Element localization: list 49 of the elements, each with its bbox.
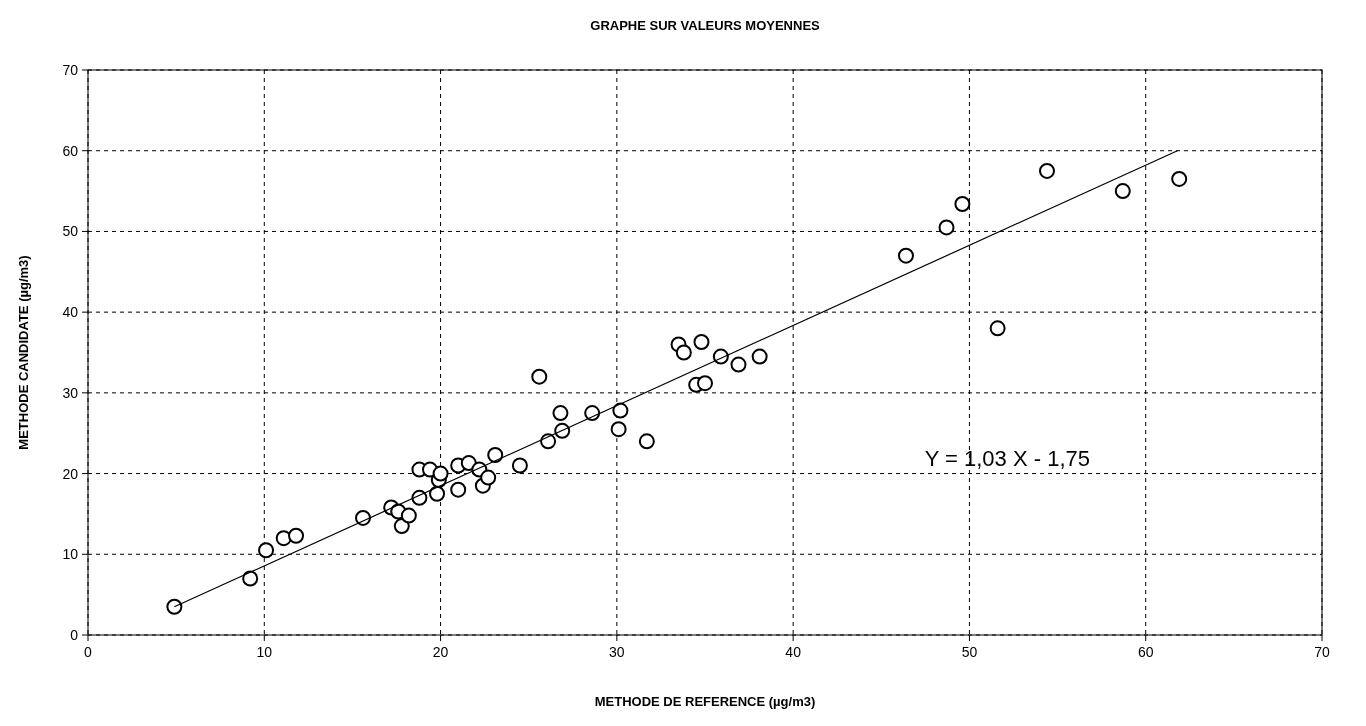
- point: [638, 433, 655, 450]
- y-tick-label: 30: [62, 384, 79, 401]
- point: [552, 405, 569, 422]
- annotation: Y = 1,03 X - 1,75: [924, 445, 1090, 471]
- y-tick-label: 0: [70, 627, 79, 643]
- x-tick-label: 60: [1137, 644, 1154, 660]
- x-tick-label: 10: [256, 644, 273, 660]
- y-tick-label: 60: [62, 142, 79, 159]
- y-tick-label: 50: [62, 223, 79, 240]
- point: [400, 507, 417, 524]
- point: [730, 356, 747, 373]
- point: [697, 375, 713, 392]
- point: [675, 344, 692, 361]
- point: [751, 348, 768, 365]
- chart-title: GRAPHE SUR VALEURS MOYENNES: [590, 18, 821, 33]
- point: [487, 447, 504, 464]
- point: [897, 247, 914, 264]
- point: [429, 485, 446, 502]
- point: [531, 368, 548, 385]
- point: [242, 570, 259, 587]
- x-tick-label: 30: [609, 644, 625, 660]
- y-tick-label: 40: [62, 304, 79, 321]
- point: [288, 527, 305, 544]
- x-tick-label: 0: [84, 644, 93, 660]
- point: [480, 469, 497, 486]
- point: [432, 465, 449, 482]
- point: [511, 457, 528, 474]
- point: [166, 598, 183, 615]
- point: [693, 334, 710, 351]
- y-axis-title: METHODE CANDIDATE (µg/m3): [16, 255, 31, 450]
- point: [954, 195, 971, 212]
- point: [989, 320, 1006, 337]
- point: [393, 518, 410, 535]
- x-axis-title: METHODE DE REFERENCE (µg/m3): [594, 694, 816, 709]
- y-tick-label: 70: [62, 62, 79, 78]
- y-tick-label: 20: [62, 465, 79, 482]
- point: [938, 219, 955, 236]
- point: [612, 402, 629, 419]
- point: [1171, 170, 1188, 187]
- x-tick-label: 40: [785, 644, 802, 660]
- point: [450, 481, 467, 498]
- point: [610, 421, 627, 438]
- y-tick-label: 10: [62, 546, 79, 563]
- x-tick-label: 50: [961, 644, 978, 660]
- x-tick-label: 70: [1314, 644, 1330, 660]
- x-tick-label: 20: [432, 644, 449, 660]
- point: [1038, 162, 1055, 179]
- point: [1114, 183, 1131, 200]
- point: [258, 542, 275, 559]
